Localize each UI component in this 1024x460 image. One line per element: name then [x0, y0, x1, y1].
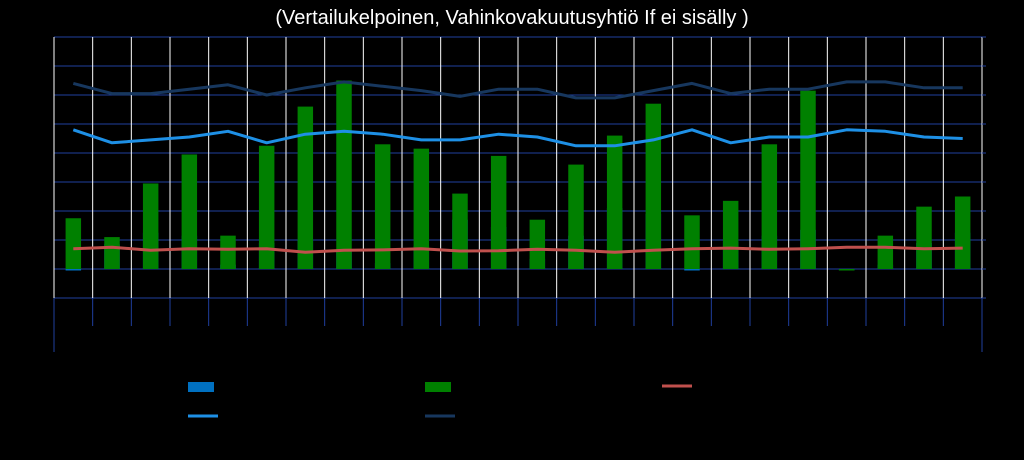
bar-series-1: [65, 269, 82, 271]
bar-series-2: [684, 215, 700, 269]
bar-series-2: [220, 235, 236, 269]
bar-series-2: [452, 193, 468, 269]
line-series-2: [72, 128, 963, 148]
bar-series-2: [568, 164, 584, 269]
bar-series-2: [258, 145, 275, 269]
bar-series-2: [761, 144, 778, 269]
bar-series-2: [297, 106, 314, 269]
bar-series-2: [877, 235, 894, 269]
bar-series-1: [684, 269, 700, 271]
line-series-1: [73, 245, 963, 254]
bar-series-2: [336, 80, 352, 269]
bar-series-2: [838, 269, 855, 271]
line-series-3: [72, 80, 963, 100]
bar-series-2: [181, 154, 198, 269]
bar-series-2: [65, 218, 82, 269]
bar-series-2: [916, 206, 932, 269]
bar-series-2: [142, 183, 159, 269]
bar-series-2: [104, 237, 120, 269]
bar-series-2: [800, 90, 816, 270]
bar-series-2: [645, 103, 662, 269]
chart-title: (Vertailukelpoinen, Vahinkovakuutusyhtiö…: [275, 7, 749, 29]
legend-swatch-1: [188, 382, 214, 392]
legend-swatch-2: [425, 382, 451, 392]
bar-series-2: [490, 155, 507, 269]
bar-series-2: [606, 135, 623, 269]
bar-series-2: [722, 200, 739, 269]
bar-series-2: [374, 144, 391, 269]
bar-series-2: [954, 196, 971, 269]
bar-series-2: [413, 148, 430, 269]
bar-series-2: [529, 219, 546, 269]
